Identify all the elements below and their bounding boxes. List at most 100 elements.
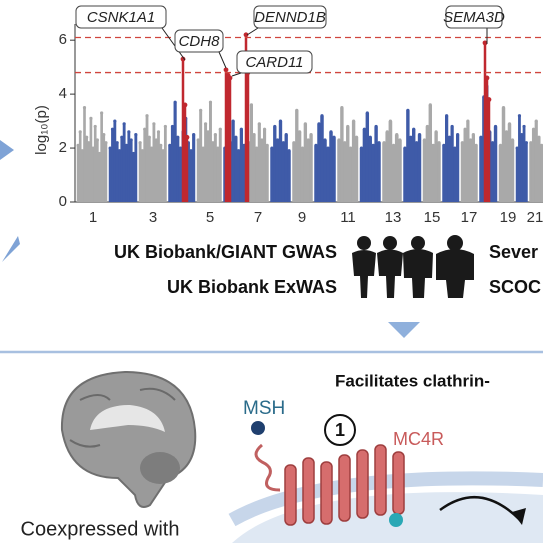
snp-point: [306, 138, 310, 142]
arrow: [0, 140, 14, 160]
snp-point: [425, 124, 429, 129]
people-icon: [352, 235, 474, 298]
snp-point: [317, 122, 321, 126]
snp-point: [113, 119, 117, 123]
snp-point: [434, 130, 438, 134]
snp-point: [260, 138, 264, 142]
snp-point: [270, 146, 274, 150]
arrow: [388, 322, 420, 338]
snp-point: [127, 130, 131, 134]
snp-point: [156, 130, 161, 134]
snp-point: [255, 146, 259, 150]
x-tick-label: 21: [527, 209, 543, 226]
snp-point: [415, 141, 419, 145]
x-tick-label: 15: [424, 209, 441, 226]
hit-point: [486, 97, 492, 102]
x-tick-label: 11: [340, 209, 356, 226]
snp-point: [189, 149, 193, 153]
snp-point: [110, 127, 115, 131]
snp-point: [524, 141, 528, 145]
snp-point: [80, 149, 84, 153]
snp-point: [340, 106, 344, 110]
snp-point: [276, 138, 280, 142]
snp-point: [203, 122, 208, 126]
snp-point: [323, 138, 327, 142]
snp-point: [469, 138, 473, 142]
snp-point: [309, 132, 313, 137]
snp-point: [450, 124, 454, 129]
snp-point: [332, 135, 336, 139]
snp-point: [234, 135, 238, 139]
snp-point: [201, 146, 205, 150]
snp-point: [211, 141, 215, 145]
snp-point: [320, 114, 324, 118]
snp-point: [368, 135, 372, 139]
snp-point: [145, 114, 149, 118]
annotation-label: DENND1B: [254, 9, 326, 26]
hit-point: [484, 75, 490, 81]
snp-point: [108, 146, 112, 150]
snp-point: [85, 135, 89, 139]
snp-point: [504, 130, 509, 134]
hit-point: [227, 75, 233, 81]
x-tick-label: 13: [385, 209, 402, 226]
snp-point: [391, 143, 396, 147]
snp-point: [265, 143, 269, 147]
snp-point: [117, 149, 122, 153]
hit-point: [182, 102, 188, 108]
snp-point: [168, 143, 172, 147]
snp-point: [520, 132, 524, 137]
section-title: Facilitates clathrin-: [335, 371, 490, 390]
snp-point: [163, 124, 167, 129]
snp-point: [100, 111, 104, 115]
snp-point: [249, 103, 254, 107]
snp-point: [409, 135, 413, 139]
snp-point: [173, 100, 177, 104]
snp-point: [343, 141, 347, 145]
x-tick-label: 5: [206, 209, 214, 226]
snp-point: [326, 146, 330, 150]
snp-point: [412, 127, 416, 131]
annotation-box: [174, 29, 224, 53]
snp-point: [466, 119, 470, 123]
snp-point: [216, 146, 220, 150]
snp-point: [460, 141, 464, 145]
snp-point: [134, 132, 138, 137]
leader-line: [218, 51, 227, 69]
snp-point: [501, 106, 506, 110]
y-tick-label: 4: [59, 85, 67, 102]
y-tick-label: 6: [59, 31, 67, 48]
snp-point: [517, 114, 522, 118]
snp-point: [150, 146, 154, 150]
snp-point: [303, 122, 307, 126]
receptor-illustration: [228, 414, 543, 543]
snp-point: [115, 141, 119, 145]
hit-point: [482, 40, 488, 46]
snp-point: [298, 130, 302, 134]
annotation-box: [253, 5, 327, 29]
snp-point: [104, 141, 108, 145]
hit-point: [223, 67, 229, 73]
y-tick-label: 2: [59, 139, 67, 156]
snp-point: [208, 100, 213, 104]
brain-illustration: [60, 370, 197, 508]
arrow: [2, 236, 20, 262]
hit-point: [243, 32, 249, 38]
leader-line: [231, 72, 242, 77]
x-tick-label: 17: [461, 209, 478, 226]
snp-point: [122, 122, 126, 126]
leader-line: [161, 27, 186, 61]
snp-point: [213, 132, 217, 137]
snp-point: [428, 103, 432, 107]
snp-point: [206, 130, 210, 134]
snp-point: [346, 124, 350, 129]
snp-point: [374, 124, 378, 129]
snp-point: [442, 143, 446, 147]
snp-point: [437, 141, 441, 145]
y-tick-label: 0: [59, 193, 67, 210]
snp-point: [295, 108, 299, 112]
y-axis-label: log₁₀(p): [33, 105, 50, 155]
x-tick-label: 7: [254, 209, 262, 226]
snp-point: [537, 135, 541, 139]
